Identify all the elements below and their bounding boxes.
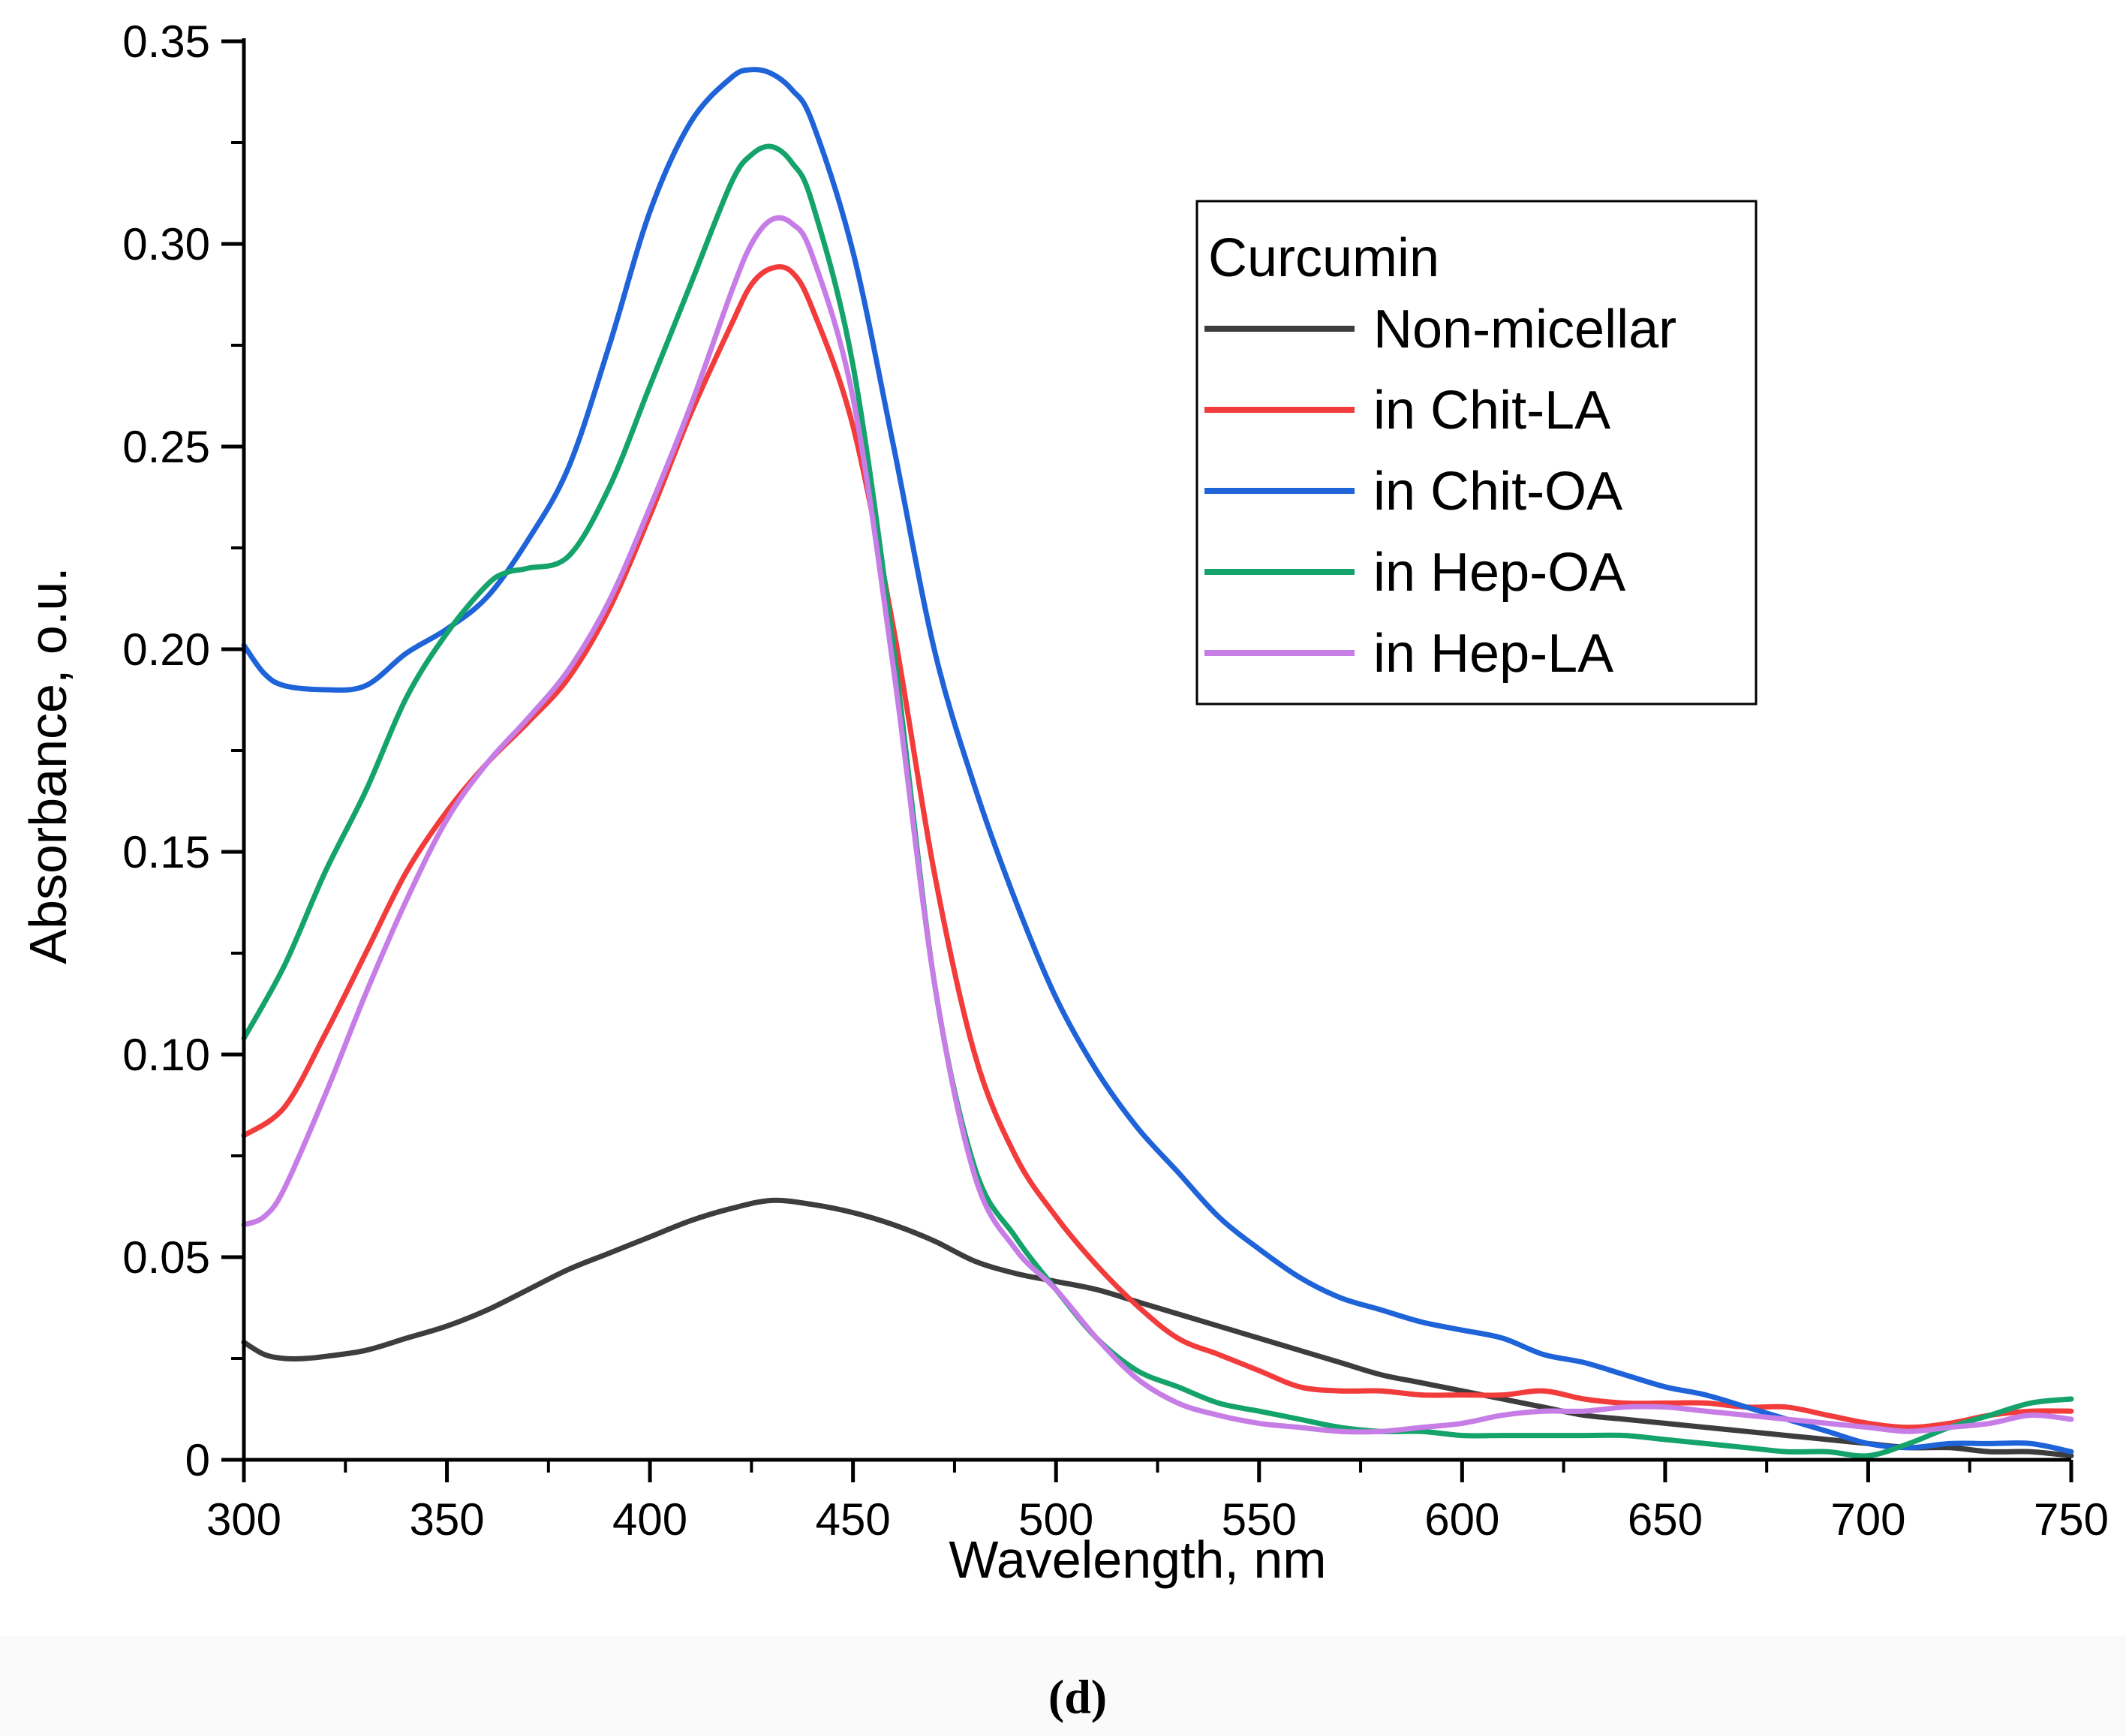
- legend-label: in Hep-OA: [1373, 543, 1625, 603]
- y-tick-label: 0.20: [122, 624, 210, 675]
- figure-caption: (d): [1048, 1670, 1107, 1723]
- x-tick-label: 300: [206, 1494, 281, 1545]
- legend-label: in Chit-OA: [1373, 462, 1622, 522]
- x-tick-label: 350: [410, 1494, 485, 1545]
- series-layer: [241, 67, 2074, 1459]
- y-axis-title: Absorbance, o.u.: [19, 567, 77, 964]
- x-tick-label: 700: [1830, 1494, 1905, 1545]
- legend-label: in Hep-LA: [1373, 624, 1613, 684]
- y-tick-label: 0: [185, 1435, 210, 1485]
- x-axis-title: Wavelength, nm: [949, 1530, 1326, 1589]
- figure-bottom-strip: [0, 1636, 2126, 1736]
- legend-title: Curcumin: [1208, 228, 1439, 288]
- y-tick-label: 0.05: [122, 1232, 210, 1283]
- legend-box: [1195, 200, 1758, 706]
- series-line-1: [241, 1197, 2074, 1459]
- y-tick-label: 0.30: [122, 219, 210, 269]
- y-tick-label: 0.15: [122, 827, 210, 877]
- series-line-5: [241, 215, 2074, 1435]
- x-tick-label: 650: [1628, 1494, 1703, 1545]
- series-line-2: [241, 264, 2074, 1431]
- y-tick-label: 0.25: [122, 422, 210, 472]
- x-tick-label: 550: [1222, 1494, 1297, 1545]
- x-tick-label: 750: [2034, 1494, 2109, 1545]
- legend: Curcumin Non-micellar in Chit-LA in Chit-OA…: [1195, 200, 1758, 706]
- axes-layer: 300 350 400 450 500 550 600 650 700 750 0 0.05 0.10 0…: [122, 17, 2109, 1545]
- x-tick-label: 500: [1018, 1494, 1093, 1545]
- legend-label: Non-micellar: [1373, 299, 1676, 360]
- legend-label: in Chit-LA: [1373, 381, 1610, 441]
- y-tick-label: 0.10: [122, 1030, 210, 1080]
- y-tick-label: 0.35: [122, 17, 210, 67]
- x-tick-label: 400: [612, 1494, 687, 1545]
- x-tick-label: 600: [1424, 1494, 1499, 1545]
- x-tick-label: 450: [816, 1494, 891, 1545]
- series-line-3: [241, 67, 2074, 1455]
